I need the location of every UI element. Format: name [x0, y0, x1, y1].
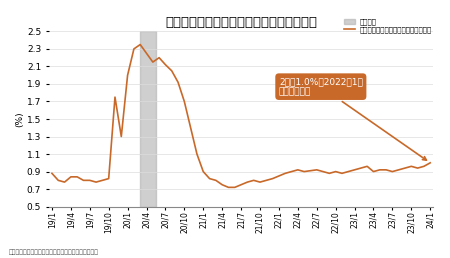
- Bar: [140, 31, 156, 207]
- Title: 解雇者数（レイオフ除く）、労働力人口比: 解雇者数（レイオフ除く）、労働力人口比: [165, 16, 317, 29]
- Legend: 景気後退, 解雇者数（レイオフ除く）労働力人比: 景気後退, 解雇者数（レイオフ除く）労働力人比: [343, 17, 434, 35]
- Text: 出所：米労働統計局よりストリート・インサイツ作成: 出所：米労働統計局よりストリート・インサイツ作成: [9, 250, 99, 255]
- Text: 2月は1.0%、2022年1月
以来の高水準: 2月は1.0%、2022年1月 以来の高水準: [279, 77, 427, 160]
- Y-axis label: (%): (%): [15, 111, 24, 127]
